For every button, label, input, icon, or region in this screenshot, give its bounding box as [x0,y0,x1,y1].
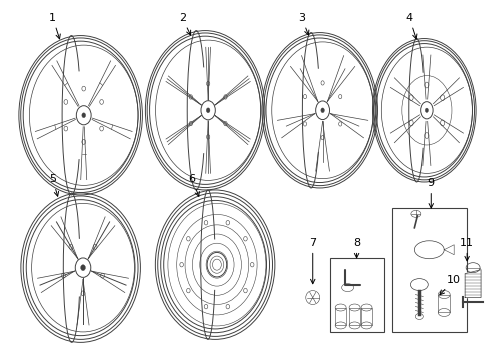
Ellipse shape [81,265,85,271]
Text: 11: 11 [459,238,473,261]
Ellipse shape [81,113,85,118]
Text: 1: 1 [49,13,60,39]
Bar [360,307,371,325]
Ellipse shape [206,108,209,113]
Text: 3: 3 [298,13,308,35]
Text: 8: 8 [352,238,359,258]
Text: 7: 7 [308,238,316,284]
Bar [329,258,384,332]
Text: 2: 2 [178,13,190,35]
Bar [334,307,346,325]
Bar [392,208,466,332]
Text: 10: 10 [439,275,460,295]
Text: 4: 4 [405,13,416,39]
Polygon shape [464,270,480,298]
Ellipse shape [320,108,324,113]
Text: 6: 6 [188,174,199,196]
Text: 5: 5 [49,174,59,196]
Bar [437,294,449,312]
Text: 9: 9 [427,178,434,208]
Bar [348,307,359,325]
Ellipse shape [425,108,427,112]
